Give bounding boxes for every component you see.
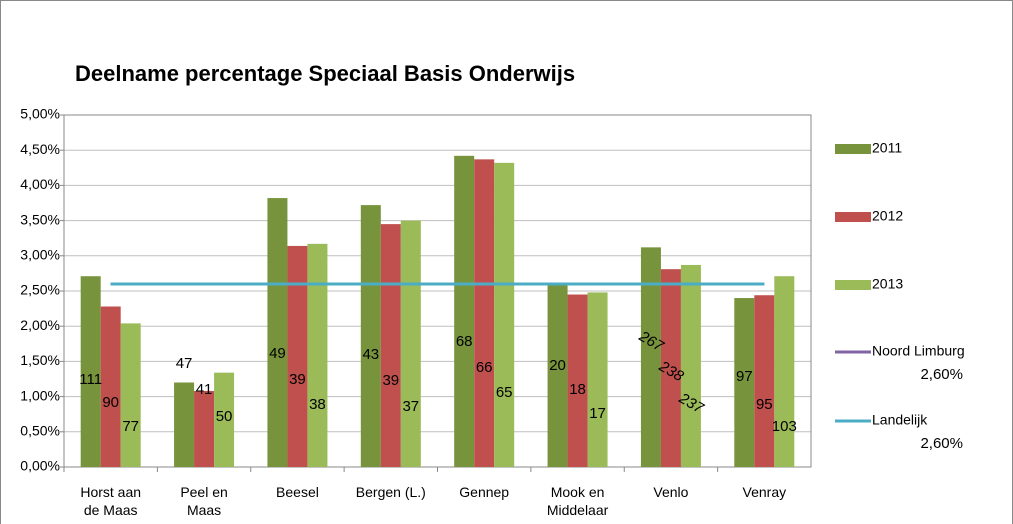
count-label: 111 [79,371,102,388]
count-label: 39 [382,372,399,389]
x-tick-label: Bergen (L.) [355,484,426,500]
bar [80,276,101,467]
bar [587,292,608,467]
y-tick-label: 4,00% [20,176,60,192]
count-label: 20 [549,357,566,374]
legend-swatch [835,144,871,154]
legend-label: 2011 [872,140,902,156]
x-tick-label: Horst aan de Maas [80,484,142,518]
x-tick-label: Venray [742,484,787,500]
bar [754,295,775,467]
bar [360,205,381,467]
bar [287,245,308,467]
bar [307,243,328,467]
count-label: 18 [569,381,586,398]
count-label: 68 [456,333,473,350]
count-label: 77 [122,418,139,435]
bar [474,159,495,468]
legend-swatch [835,280,871,290]
x-tick-label: Beesel [276,484,319,500]
y-tick-label: 1,50% [20,352,60,368]
bar [494,162,515,467]
bar [660,269,681,467]
bar [174,382,195,467]
y-tick-label: 3,00% [20,247,60,263]
bar [400,220,421,467]
bar [454,155,475,467]
count-label: 65 [496,384,513,401]
legend-label: Noord Limburg [872,343,965,359]
reference-value-label: 2,60% [920,366,963,383]
count-label: 103 [772,418,797,435]
x-tick-label: Gennep [459,484,510,500]
x-tick-label: Mook en Middelaar [546,484,609,518]
y-tick-label: 1,00% [20,387,60,403]
x-tick-label: Venlo [653,484,689,500]
y-tick-label: 2,00% [20,317,60,333]
bar [640,247,661,467]
x-tick-label: Peel en Maas [180,484,228,518]
y-tick-label: 2,50% [20,282,60,298]
bar [680,264,701,467]
bar [100,306,121,467]
legend-label: Landelijk [872,412,928,428]
count-label: 90 [102,394,119,411]
count-label: 41 [196,381,213,398]
bar [567,294,588,467]
legend-label: 2013 [872,276,903,292]
count-label: 66 [476,359,493,376]
count-label: 38 [309,396,326,413]
count-label: 97 [736,368,753,385]
bar [120,323,141,467]
count-label: 39 [289,371,306,388]
chart-title: Deelname percentage Speciaal Basis Onder… [75,61,575,86]
y-tick-label: 0,00% [20,458,60,474]
count-label: 47 [176,355,193,372]
count-label: 50 [216,408,233,425]
y-tick-label: 0,50% [20,423,60,439]
count-label: 95 [756,396,773,413]
y-tick-label: 3,50% [20,211,60,227]
count-label: 43 [362,346,379,363]
bar [774,276,795,467]
count-label: 17 [589,405,606,422]
y-tick-label: 5,00% [20,106,60,122]
bar [547,283,568,467]
bar [214,372,235,467]
legend-label: 2012 [872,208,903,224]
bar [734,298,755,467]
y-tick-label: 4,50% [20,141,60,157]
bar [267,198,288,467]
count-label: 49 [269,345,286,362]
reference-value-label: 2,60% [920,435,963,452]
bar [194,390,215,467]
bar [380,224,401,467]
count-label: 37 [402,398,419,415]
legend-swatch [835,212,871,222]
